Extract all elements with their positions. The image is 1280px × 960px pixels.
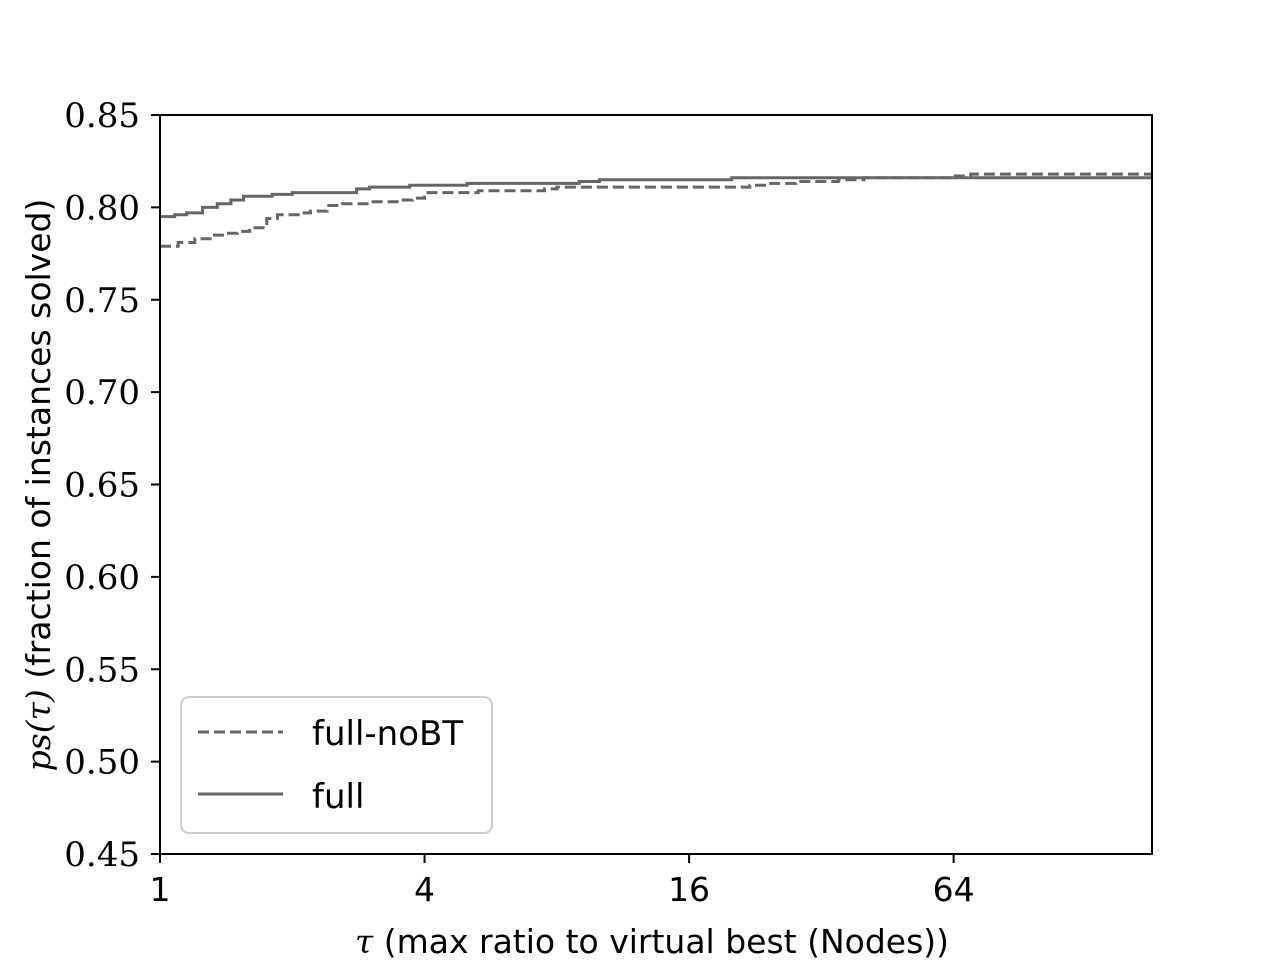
- x-axis-label-symbol: τ: [355, 922, 374, 960]
- series-layer: [160, 172, 1152, 248]
- series-line-full-noBT: [160, 172, 1152, 248]
- x-tick-label: 64: [933, 870, 975, 909]
- y-axis-label: ps(τ) (fraction of instances solved): [19, 199, 58, 772]
- y-axis-label-text: (fraction of instances solved): [19, 199, 58, 690]
- y-tick-label: 0.70: [64, 373, 140, 413]
- y-tick-label: 0.80: [64, 188, 140, 228]
- legend: full-noBT full: [180, 696, 493, 834]
- x-tick-label: 1: [150, 870, 171, 909]
- y-tick-label: 0.60: [64, 558, 140, 598]
- x-tick-label: 4: [414, 870, 435, 909]
- series-line-full: [160, 176, 1152, 219]
- y-tick-label: 0.85: [64, 96, 140, 136]
- x-axis-ticks: 1 4 16 64: [150, 854, 975, 909]
- y-tick-label: 0.65: [64, 466, 140, 506]
- legend-box: [180, 696, 493, 834]
- x-axis-label-text: (max ratio to virtual best (Nodes)): [373, 922, 949, 960]
- y-tick-label: 0.50: [64, 743, 140, 783]
- x-axis-label: τ (max ratio to virtual best (Nodes)): [355, 922, 949, 960]
- y-axis-ticks: 0.45 0.50 0.55 0.60 0.65 0.70 0.75 0.80 0.85: [64, 96, 160, 875]
- legend-label-full-noBT: full-noBT: [312, 714, 463, 754]
- y-tick-label: 0.75: [64, 281, 140, 321]
- y-tick-label: 0.45: [64, 835, 140, 875]
- y-axis-label-symbol: ps(τ): [19, 689, 58, 771]
- x-tick-label: 16: [668, 870, 710, 909]
- y-tick-label: 0.55: [64, 650, 140, 690]
- legend-label-full: full: [312, 777, 364, 817]
